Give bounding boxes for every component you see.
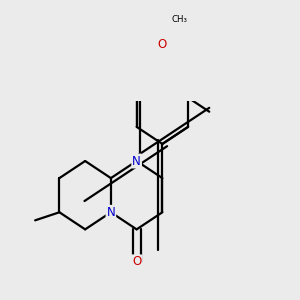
Text: N: N xyxy=(132,154,141,167)
Text: CH₃: CH₃ xyxy=(172,15,188,24)
Text: O: O xyxy=(158,38,167,51)
Text: O: O xyxy=(132,255,141,268)
Text: N: N xyxy=(106,206,115,219)
